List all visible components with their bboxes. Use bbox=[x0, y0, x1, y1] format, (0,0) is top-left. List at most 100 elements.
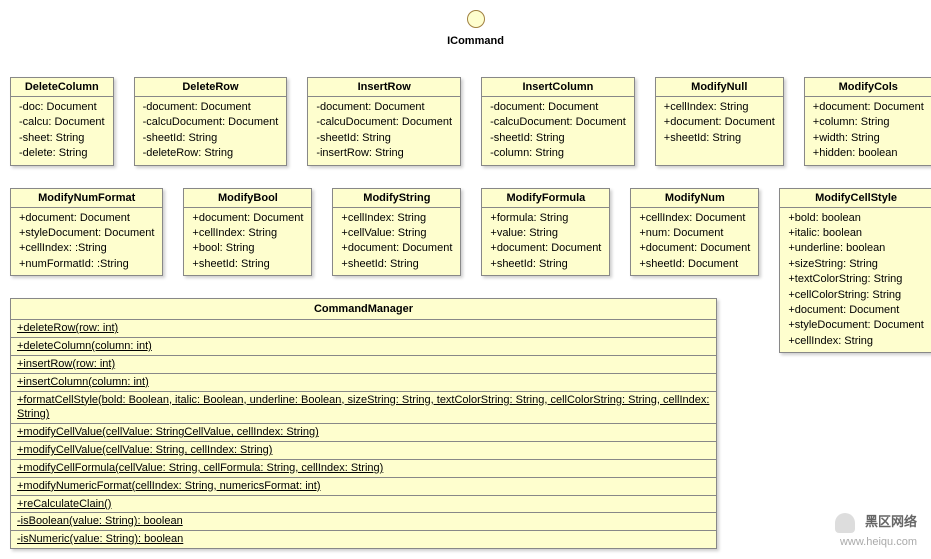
method: +reCalculateClain() bbox=[11, 496, 716, 514]
attribute: +document: Document bbox=[813, 100, 924, 115]
attribute: -delete: String bbox=[19, 146, 105, 161]
method: -isNumeric(value: String): boolean bbox=[11, 531, 716, 548]
attribute: -sheetId: String bbox=[143, 131, 279, 146]
class-modifynumformat: ModifyNumFormat+document: Document+style… bbox=[10, 188, 163, 277]
attribute: +hidden: boolean bbox=[813, 146, 924, 161]
class-modifycols: ModifyCols+document: Document+column: St… bbox=[804, 77, 931, 166]
attribute: -sheetId: String bbox=[316, 131, 452, 146]
class-row-1: DeleteColumn-doc: Document-calcu: Docume… bbox=[10, 77, 931, 166]
attribute: +cellIndex: Document bbox=[639, 211, 750, 226]
method: +modifyCellFormula(cellValue: String, ce… bbox=[11, 460, 716, 478]
attribute: -document: Document bbox=[143, 100, 279, 115]
attribute: -calcu: Document bbox=[19, 115, 105, 130]
method: +formatCellStyle(bold: Boolean, italic: … bbox=[11, 392, 716, 425]
attribute: -doc: Document bbox=[19, 100, 105, 115]
attribute-list: +cellIndex: Document+num: Document+docum… bbox=[631, 208, 758, 276]
interface-label: ICommand bbox=[10, 35, 931, 47]
attribute-list: +bold: boolean+italic: boolean+underline… bbox=[780, 208, 931, 353]
attribute-list: +document: Document+column: String+width… bbox=[805, 97, 931, 165]
class-title: InsertRow bbox=[308, 78, 460, 97]
attribute: +styleDocument: Document bbox=[788, 318, 923, 333]
class-row-2: ModifyNumFormat+document: Document+style… bbox=[10, 188, 931, 550]
attribute-list: +cellIndex: String+cellValue: String+doc… bbox=[333, 208, 460, 276]
class-modifynull: ModifyNull+cellIndex: String+document: D… bbox=[655, 77, 784, 166]
attribute: +column: String bbox=[813, 115, 924, 130]
class-title: ModifyNumFormat bbox=[11, 189, 162, 208]
attribute: +width: String bbox=[813, 131, 924, 146]
method: +modifyCellValue(cellValue: String, cell… bbox=[11, 442, 716, 460]
attribute: -insertRow: String bbox=[316, 146, 452, 161]
attribute: +cellIndex: String bbox=[341, 211, 452, 226]
attribute: +cellIndex: String bbox=[664, 100, 775, 115]
class-modifycellstyle: ModifyCellStyle+bold: boolean+italic: bo… bbox=[779, 188, 931, 354]
attribute: +sizeString: String bbox=[788, 257, 923, 272]
class-deleterow: DeleteRow-document: Document-calcuDocume… bbox=[134, 77, 288, 166]
attribute: +styleDocument: Document bbox=[19, 226, 154, 241]
attribute: +cellIndex: :String bbox=[19, 241, 154, 256]
watermark-url: www.heiqu.com bbox=[840, 536, 917, 548]
class-title: DeleteRow bbox=[135, 78, 287, 97]
class-title: ModifyNum bbox=[631, 189, 758, 208]
attribute: -sheet: String bbox=[19, 131, 105, 146]
attribute: +cellIndex: String bbox=[192, 226, 303, 241]
method: +modifyNumericFormat(cellIndex: String, … bbox=[11, 478, 716, 496]
attribute: -document: Document bbox=[490, 100, 626, 115]
attribute-list: -document: Document-calcuDocument: Docum… bbox=[482, 97, 634, 165]
method: +insertColumn(column: int) bbox=[11, 374, 716, 392]
attribute: +document: Document bbox=[341, 241, 452, 256]
attribute: +bold: boolean bbox=[788, 211, 923, 226]
attribute: +formula: String bbox=[490, 211, 601, 226]
attribute-list: +document: Document+styleDocument: Docum… bbox=[11, 208, 162, 276]
attribute: +document: Document bbox=[19, 211, 154, 226]
method-list: +deleteRow(row: int)+deleteColumn(column… bbox=[11, 320, 716, 548]
attribute: +cellColorString: String bbox=[788, 288, 923, 303]
attribute: +sheetId: String bbox=[664, 131, 775, 146]
interface-circle-icon bbox=[467, 10, 485, 28]
interface-node: ICommand bbox=[10, 10, 931, 47]
attribute-list: +cellIndex: String+document: Document+sh… bbox=[656, 97, 783, 149]
method: +deleteRow(row: int) bbox=[11, 320, 716, 338]
class-modifynum: ModifyNum+cellIndex: Document+num: Docum… bbox=[630, 188, 759, 277]
class-row-2-left: ModifyNumFormat+document: Document+style… bbox=[10, 188, 759, 277]
class-title: DeleteColumn bbox=[11, 78, 113, 97]
attribute: +textColorString: String bbox=[788, 272, 923, 287]
attribute: -document: Document bbox=[316, 100, 452, 115]
attribute-list: +formula: String+value: String+document:… bbox=[482, 208, 609, 276]
attribute: +sheetId: String bbox=[192, 257, 303, 272]
attribute: +value: String bbox=[490, 226, 601, 241]
mushroom-icon bbox=[835, 513, 855, 533]
class-title: ModifyString bbox=[333, 189, 460, 208]
attribute: +italic: boolean bbox=[788, 226, 923, 241]
attribute: -calcuDocument: Document bbox=[143, 115, 279, 130]
class-insertcolumn: InsertColumn-document: Document-calcuDoc… bbox=[481, 77, 635, 166]
watermark: 黑区网络 www.heiqu.com bbox=[835, 511, 917, 548]
attribute: +document: Document bbox=[664, 115, 775, 130]
class-title: ModifyCols bbox=[805, 78, 931, 97]
attribute-list: -document: Document-calcuDocument: Docum… bbox=[135, 97, 287, 165]
class-modifyformula: ModifyFormula+formula: String+value: Str… bbox=[481, 188, 610, 277]
attribute-list: -doc: Document-calcu: Document-sheet: St… bbox=[11, 97, 113, 165]
attribute: +sheetId: Document bbox=[639, 257, 750, 272]
attribute: -calcuDocument: Document bbox=[490, 115, 626, 130]
attribute: +bool: String bbox=[192, 241, 303, 256]
attribute: +numFormatId: :String bbox=[19, 257, 154, 272]
class-title: ModifyFormula bbox=[482, 189, 609, 208]
class-title: InsertColumn bbox=[482, 78, 634, 97]
attribute: +sheetId: String bbox=[341, 257, 452, 272]
attribute-list: +document: Document+cellIndex: String+bo… bbox=[184, 208, 311, 276]
watermark-title: 黑区网络 bbox=[865, 514, 917, 529]
attribute: -calcuDocument: Document bbox=[316, 115, 452, 130]
method: +insertRow(row: int) bbox=[11, 356, 716, 374]
modify-cell-style-slot: ModifyCellStyle+bold: boolean+italic: bo… bbox=[779, 188, 931, 354]
class-deletecolumn: DeleteColumn-doc: Document-calcu: Docume… bbox=[10, 77, 114, 166]
attribute: +document: Document bbox=[490, 241, 601, 256]
attribute: +document: Document bbox=[192, 211, 303, 226]
attribute: +document: Document bbox=[639, 241, 750, 256]
attribute-list: -document: Document-calcuDocument: Docum… bbox=[308, 97, 460, 165]
attribute: +num: Document bbox=[639, 226, 750, 241]
method: -isBoolean(value: String): boolean bbox=[11, 513, 716, 531]
class-modifybool: ModifyBool+document: Document+cellIndex:… bbox=[183, 188, 312, 277]
command-manager-class: CommandManager +deleteRow(row: int)+dele… bbox=[10, 298, 717, 549]
class-modifystring: ModifyString+cellIndex: String+cellValue… bbox=[332, 188, 461, 277]
class-title: ModifyBool bbox=[184, 189, 311, 208]
